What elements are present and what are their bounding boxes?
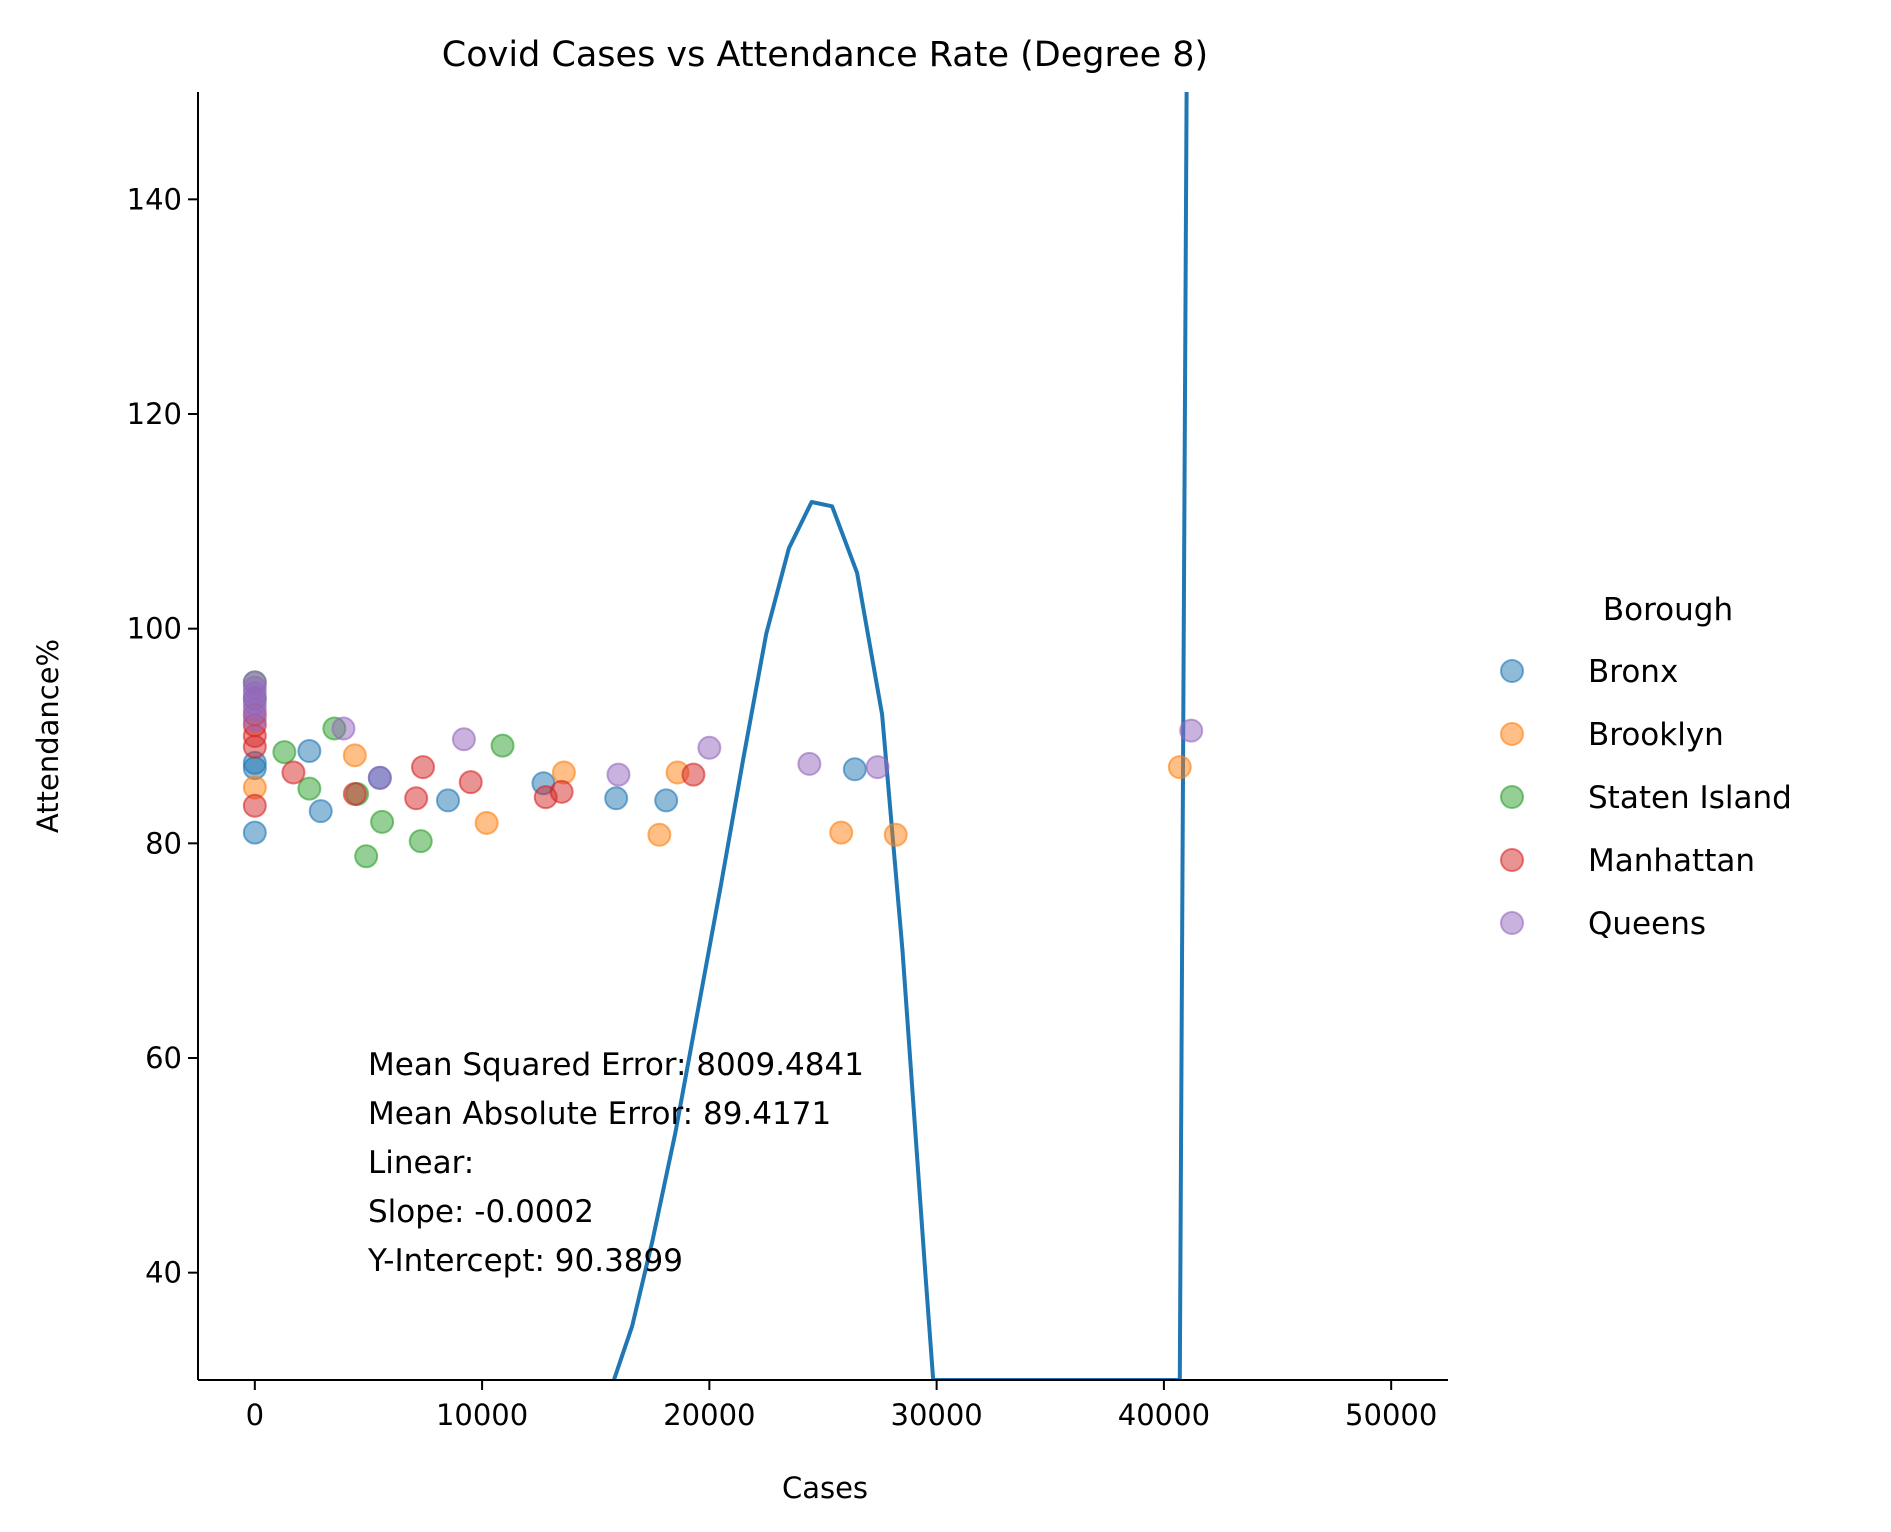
point-manhattan (342, 781, 367, 806)
point-bronx (308, 799, 333, 824)
point-manhattan (281, 760, 306, 785)
x-axis-label: Cases (782, 1471, 868, 1505)
point-queens (606, 762, 631, 787)
points-layer (242, 670, 1204, 869)
legend-marker (1500, 848, 1524, 872)
annotation-mae: Mean Absolute Error: 89.4171 (368, 1096, 831, 1132)
legend-marker (1500, 659, 1524, 683)
legend-marker (1500, 785, 1524, 809)
legend-title: Borough (1603, 592, 1733, 628)
legend-marker (1500, 722, 1524, 746)
y-tick-label: 120 (127, 397, 182, 431)
point-bronx (842, 757, 867, 782)
point-manhattan (549, 779, 574, 804)
point-manhattan (411, 755, 435, 780)
metrics-annotation: Mean Squared Error: 8009.4841 Mean Absol… (367, 1047, 864, 1279)
y-tick-label: 100 (127, 612, 182, 646)
x-tick-label: 50000 (1345, 1398, 1437, 1432)
point-queens (797, 751, 822, 776)
point-brooklyn (647, 822, 672, 847)
point-staten-island (490, 733, 515, 758)
point-brooklyn (1167, 755, 1192, 780)
x-tick-label: 40000 (1118, 1398, 1210, 1432)
y-axis-label: Attendance% (31, 639, 65, 833)
point-brooklyn (883, 822, 908, 847)
legend-marker (1500, 911, 1524, 935)
point-manhattan (404, 786, 429, 811)
point-queens (865, 755, 890, 780)
point-manhattan (458, 770, 483, 795)
legend-label: Queens (1588, 906, 1706, 942)
plot-area (242, 92, 1204, 1380)
y-tick-label: 40 (145, 1256, 182, 1290)
x-tick-label: 0 (246, 1398, 264, 1432)
annotation-linear: Linear: (368, 1145, 474, 1181)
y-tick-label: 80 (145, 826, 182, 860)
point-bronx (242, 820, 267, 845)
point-queens (697, 735, 722, 760)
y-tick-label: 60 (145, 1041, 182, 1075)
point-brooklyn (342, 743, 367, 768)
annotation-mse: Mean Squared Error: 8009.4841 (368, 1047, 864, 1083)
fit-curve-line (612, 92, 1189, 1380)
point-staten-island (370, 809, 395, 834)
point-brooklyn (474, 810, 499, 835)
legend-label: Brooklyn (1588, 717, 1724, 753)
point-bronx (604, 786, 629, 811)
point-queens (1179, 718, 1204, 743)
point-manhattan (681, 762, 706, 787)
point-queens (367, 765, 392, 790)
x-tick-label: 30000 (891, 1398, 983, 1432)
point-brooklyn (829, 820, 854, 845)
chart-title: Covid Cases vs Attendance Rate (Degree 8… (442, 35, 1208, 75)
point-bronx (654, 788, 679, 813)
point-queens (331, 716, 356, 741)
y-ticks: 40 60 80 100 120 140 (127, 182, 198, 1290)
legend: Borough Bronx Brooklyn Staten Island Manhat… (1500, 592, 1792, 942)
point-staten-island (408, 829, 433, 854)
point-queens (451, 727, 476, 752)
annotation-slope: Slope: -0.0002 (368, 1194, 594, 1230)
legend-label: Bronx (1588, 654, 1678, 690)
point-queens (242, 670, 267, 695)
point-bronx (297, 739, 322, 764)
legend-label: Staten Island (1588, 780, 1792, 816)
y-tick-label: 140 (127, 182, 182, 216)
legend-label: Manhattan (1588, 843, 1755, 879)
annotation-intercept: Y-Intercept: 90.3899 (367, 1243, 683, 1279)
fit-layer (612, 92, 1189, 1380)
point-staten-island (272, 740, 297, 765)
x-ticks: 0 10000 20000 30000 40000 50000 (246, 1380, 1437, 1432)
point-bronx (436, 788, 460, 813)
x-tick-label: 20000 (663, 1398, 755, 1432)
point-staten-island (354, 844, 379, 869)
x-tick-label: 10000 (436, 1398, 528, 1432)
point-staten-island (297, 776, 322, 801)
point-manhattan (242, 793, 267, 818)
